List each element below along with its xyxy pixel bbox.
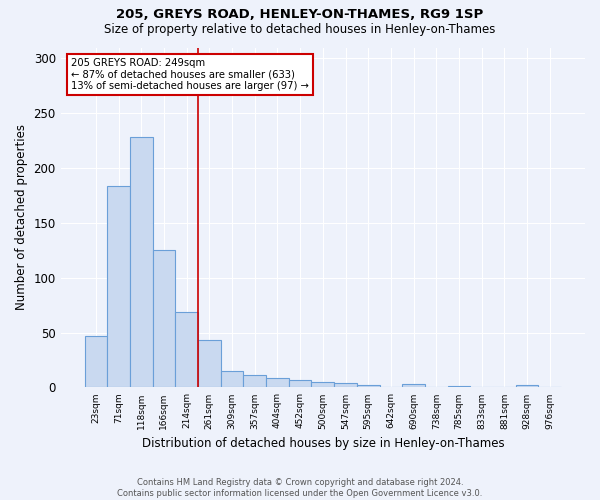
Bar bbox=[402, 384, 425, 388]
Bar bbox=[152, 250, 175, 388]
Bar bbox=[198, 340, 221, 388]
Text: 205, GREYS ROAD, HENLEY-ON-THAMES, RG9 1SP: 205, GREYS ROAD, HENLEY-ON-THAMES, RG9 1… bbox=[116, 8, 484, 20]
Bar bbox=[85, 336, 107, 388]
Y-axis label: Number of detached properties: Number of detached properties bbox=[15, 124, 28, 310]
Bar bbox=[244, 376, 266, 388]
Bar bbox=[107, 186, 130, 388]
Text: Size of property relative to detached houses in Henley-on-Thames: Size of property relative to detached ho… bbox=[104, 22, 496, 36]
Bar bbox=[334, 383, 357, 388]
Text: Contains HM Land Registry data © Crown copyright and database right 2024.
Contai: Contains HM Land Registry data © Crown c… bbox=[118, 478, 482, 498]
Text: 205 GREYS ROAD: 249sqm
← 87% of detached houses are smaller (633)
13% of semi-de: 205 GREYS ROAD: 249sqm ← 87% of detached… bbox=[71, 58, 309, 91]
X-axis label: Distribution of detached houses by size in Henley-on-Thames: Distribution of detached houses by size … bbox=[142, 437, 504, 450]
Bar bbox=[516, 385, 538, 388]
Bar bbox=[311, 382, 334, 388]
Bar bbox=[221, 371, 244, 388]
Bar bbox=[266, 378, 289, 388]
Bar bbox=[448, 386, 470, 388]
Bar bbox=[130, 138, 152, 388]
Bar bbox=[357, 385, 380, 388]
Bar bbox=[289, 380, 311, 388]
Bar bbox=[175, 312, 198, 388]
